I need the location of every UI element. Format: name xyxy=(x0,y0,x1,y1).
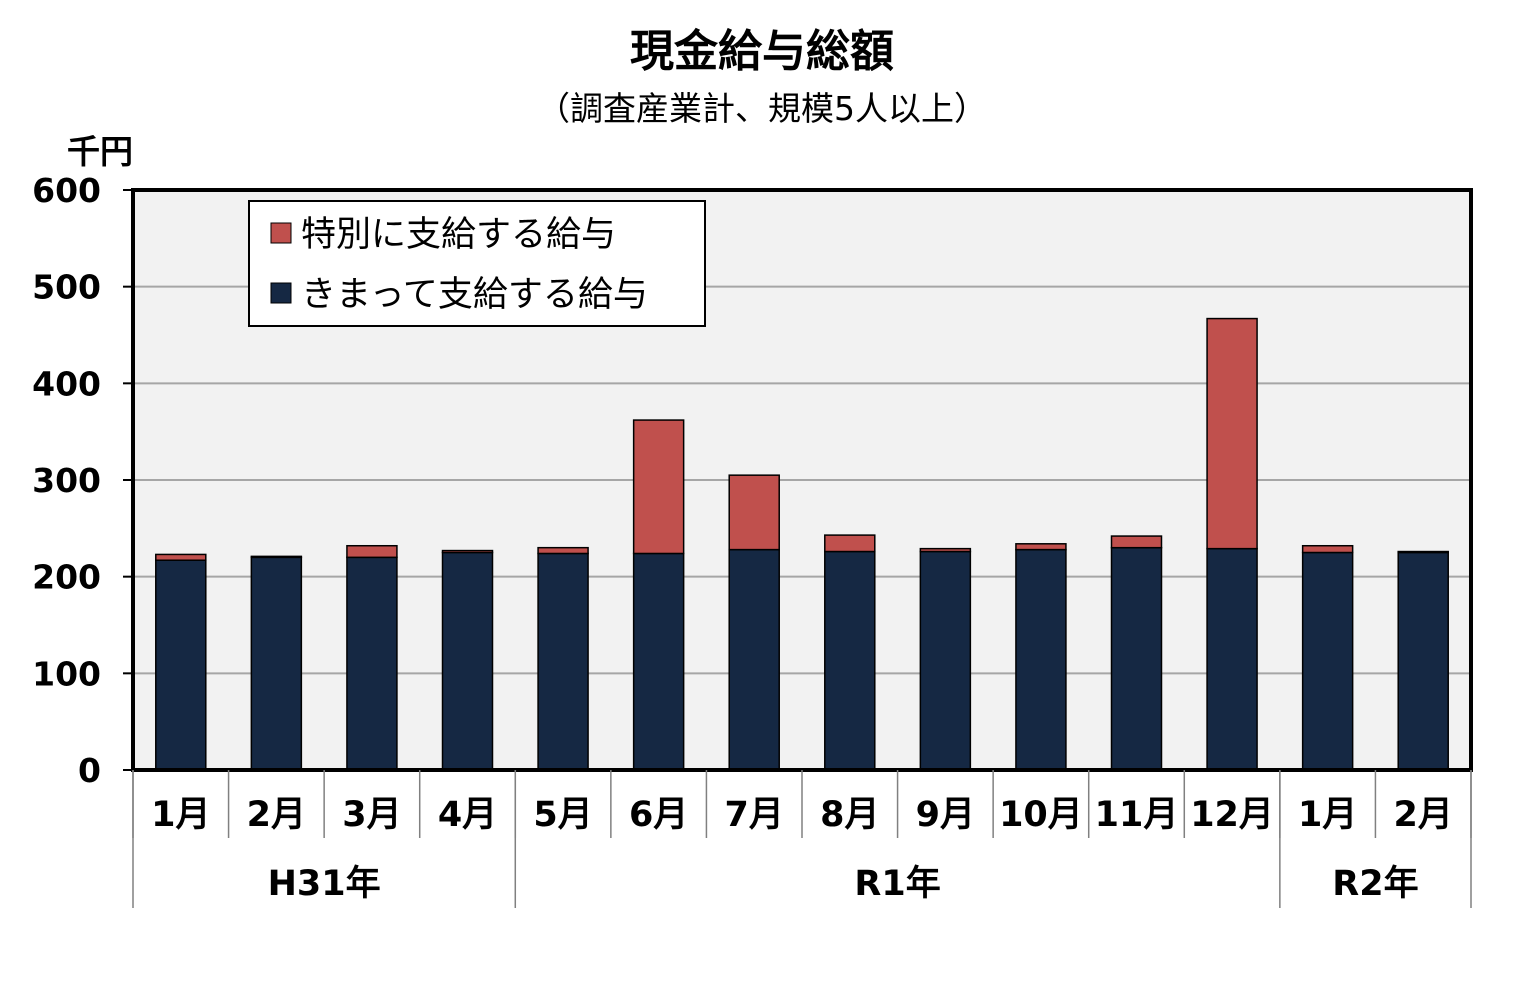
x-tick-label: 5月 xyxy=(533,795,592,835)
bar-special-pay xyxy=(1206,317,1258,550)
x-group-label: R2年 xyxy=(1332,864,1418,904)
bar-regular-pay xyxy=(1015,548,1067,771)
legend-box xyxy=(248,200,706,327)
bar-special-pay xyxy=(346,544,398,559)
legend-swatch xyxy=(270,222,292,244)
bar-special-pay xyxy=(537,546,589,555)
bar-regular-pay xyxy=(632,552,685,771)
bar-special-pay xyxy=(155,553,207,561)
bar-regular-pay xyxy=(250,556,303,771)
bar-regular-pay xyxy=(1206,547,1258,771)
bar-special-pay xyxy=(824,534,876,553)
x-tick-label: 10月 xyxy=(999,795,1083,835)
bar-special-pay xyxy=(1015,543,1067,551)
legend-label: きまって支給する給与 xyxy=(301,275,648,315)
bar-regular-pay xyxy=(346,556,398,771)
bar-special-pay xyxy=(728,474,780,551)
x-tick-label: 7月 xyxy=(725,795,784,835)
x-tick-label: 2月 xyxy=(1394,795,1453,835)
bar-regular-pay xyxy=(537,552,589,771)
bar-special-pay xyxy=(1110,535,1163,549)
bar-special-pay xyxy=(441,549,494,554)
y-tick-label: 300 xyxy=(32,461,101,500)
bar-special-pay xyxy=(250,555,303,559)
legend-swatch xyxy=(270,282,292,304)
y-tick-labels: 0 100 200 300 400 500 600 xyxy=(32,171,101,790)
bar-special-pay xyxy=(1301,544,1354,554)
x-tick-label: 2月 xyxy=(247,795,306,835)
x-tick-labels: 1月 2月 3月 4月 5月 6月 7月 8月 9月 10月 11月 12月 1月 2月 xyxy=(151,795,1453,835)
x-tick-label: 8月 xyxy=(820,795,879,835)
bar-special-pay xyxy=(632,419,685,555)
y-tick-label: 200 xyxy=(32,558,101,597)
y-tick-label: 400 xyxy=(32,364,101,403)
x-group-labels: H31年 R1年 R2年 xyxy=(268,864,1419,904)
x-tick-label: 12月 xyxy=(1190,795,1274,835)
bar-regular-pay xyxy=(824,550,876,771)
bar-special-pay xyxy=(1397,550,1449,554)
chart-title: 現金給与総額 xyxy=(630,26,894,77)
bars xyxy=(155,317,1449,771)
axes xyxy=(123,188,1473,908)
legend-label: 特別に支給する給与 xyxy=(301,215,616,255)
y-tick-label: 100 xyxy=(32,654,101,693)
bar-regular-pay xyxy=(1397,551,1449,771)
bar-regular-pay xyxy=(155,559,207,771)
x-group-label: H31年 xyxy=(268,864,381,904)
bar-regular-pay xyxy=(441,551,494,771)
x-group-label: R1年 xyxy=(854,864,940,904)
x-tick-label: 6月 xyxy=(629,795,688,835)
x-tick-label: 1月 xyxy=(151,795,210,835)
x-tick-label: 1月 xyxy=(1298,795,1357,835)
y-tick-label: 0 xyxy=(78,751,101,790)
chart-subtitle: （調査産業計、規模5人以上） xyxy=(537,89,987,128)
y-axis-unit: 千円 xyxy=(67,132,133,171)
x-tick-label: 11月 xyxy=(1095,795,1179,835)
y-tick-label: 500 xyxy=(32,268,101,307)
bar-regular-pay xyxy=(1110,546,1163,771)
x-tick-label: 9月 xyxy=(916,795,975,835)
bar-regular-pay xyxy=(728,548,780,771)
x-tick-label: 3月 xyxy=(342,795,401,835)
y-tick-label: 600 xyxy=(32,171,101,210)
bar-regular-pay xyxy=(1301,551,1354,771)
bar-regular-pay xyxy=(919,550,972,771)
x-tick-label: 4月 xyxy=(438,795,497,835)
bar-special-pay xyxy=(919,547,972,553)
